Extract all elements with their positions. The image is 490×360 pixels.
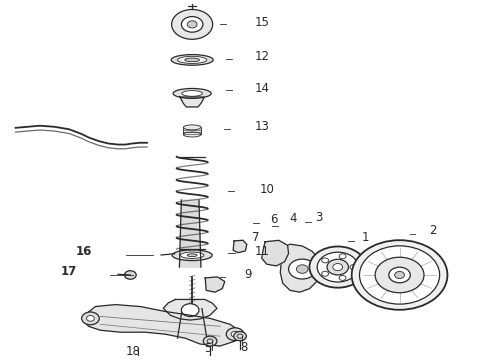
Polygon shape bbox=[205, 277, 225, 292]
Circle shape bbox=[360, 246, 440, 304]
Text: 3: 3 bbox=[315, 211, 322, 224]
Circle shape bbox=[317, 252, 358, 282]
Circle shape bbox=[87, 316, 95, 321]
Ellipse shape bbox=[183, 132, 201, 137]
Circle shape bbox=[350, 265, 357, 270]
Text: 13: 13 bbox=[255, 121, 270, 134]
Text: 4: 4 bbox=[289, 212, 296, 225]
Circle shape bbox=[327, 259, 348, 275]
Ellipse shape bbox=[180, 252, 204, 258]
Text: 11: 11 bbox=[255, 245, 270, 258]
Circle shape bbox=[231, 331, 239, 337]
Circle shape bbox=[172, 9, 213, 39]
Circle shape bbox=[321, 258, 328, 263]
Circle shape bbox=[226, 328, 244, 341]
Ellipse shape bbox=[182, 91, 202, 96]
Text: 10: 10 bbox=[260, 183, 275, 195]
Text: 5: 5 bbox=[204, 342, 212, 355]
Circle shape bbox=[181, 304, 199, 316]
Text: 16: 16 bbox=[75, 245, 92, 258]
Circle shape bbox=[375, 257, 424, 293]
Polygon shape bbox=[183, 127, 201, 135]
Circle shape bbox=[234, 332, 246, 341]
Text: 15: 15 bbox=[255, 16, 270, 29]
Ellipse shape bbox=[172, 250, 212, 261]
Text: 6: 6 bbox=[270, 213, 277, 226]
Ellipse shape bbox=[173, 89, 211, 98]
Polygon shape bbox=[180, 97, 204, 107]
Circle shape bbox=[321, 271, 328, 276]
Ellipse shape bbox=[177, 57, 207, 63]
Polygon shape bbox=[179, 200, 201, 267]
Ellipse shape bbox=[185, 58, 199, 62]
Polygon shape bbox=[262, 240, 289, 266]
Polygon shape bbox=[233, 240, 247, 253]
Text: 1: 1 bbox=[362, 231, 369, 244]
Text: 9: 9 bbox=[244, 269, 251, 282]
Text: 8: 8 bbox=[240, 342, 247, 355]
Polygon shape bbox=[280, 244, 322, 292]
Circle shape bbox=[339, 275, 346, 280]
Polygon shape bbox=[163, 300, 217, 320]
Circle shape bbox=[187, 21, 197, 28]
Circle shape bbox=[289, 259, 316, 279]
Text: 17: 17 bbox=[61, 265, 77, 278]
Polygon shape bbox=[177, 309, 207, 338]
Ellipse shape bbox=[187, 254, 197, 257]
Text: 12: 12 bbox=[255, 50, 270, 63]
Text: 18: 18 bbox=[125, 346, 140, 359]
Circle shape bbox=[339, 254, 346, 259]
Circle shape bbox=[394, 271, 404, 279]
Circle shape bbox=[333, 264, 343, 271]
Polygon shape bbox=[83, 305, 240, 346]
Circle shape bbox=[309, 247, 366, 288]
Circle shape bbox=[124, 271, 136, 279]
Text: 2: 2 bbox=[429, 224, 437, 237]
Circle shape bbox=[296, 265, 308, 273]
Ellipse shape bbox=[183, 125, 201, 130]
Circle shape bbox=[203, 336, 217, 346]
Circle shape bbox=[389, 267, 410, 283]
Text: 7: 7 bbox=[252, 231, 260, 244]
Circle shape bbox=[352, 240, 447, 310]
Ellipse shape bbox=[171, 55, 213, 65]
Circle shape bbox=[181, 17, 203, 32]
Text: 14: 14 bbox=[255, 82, 270, 95]
Circle shape bbox=[82, 312, 99, 325]
